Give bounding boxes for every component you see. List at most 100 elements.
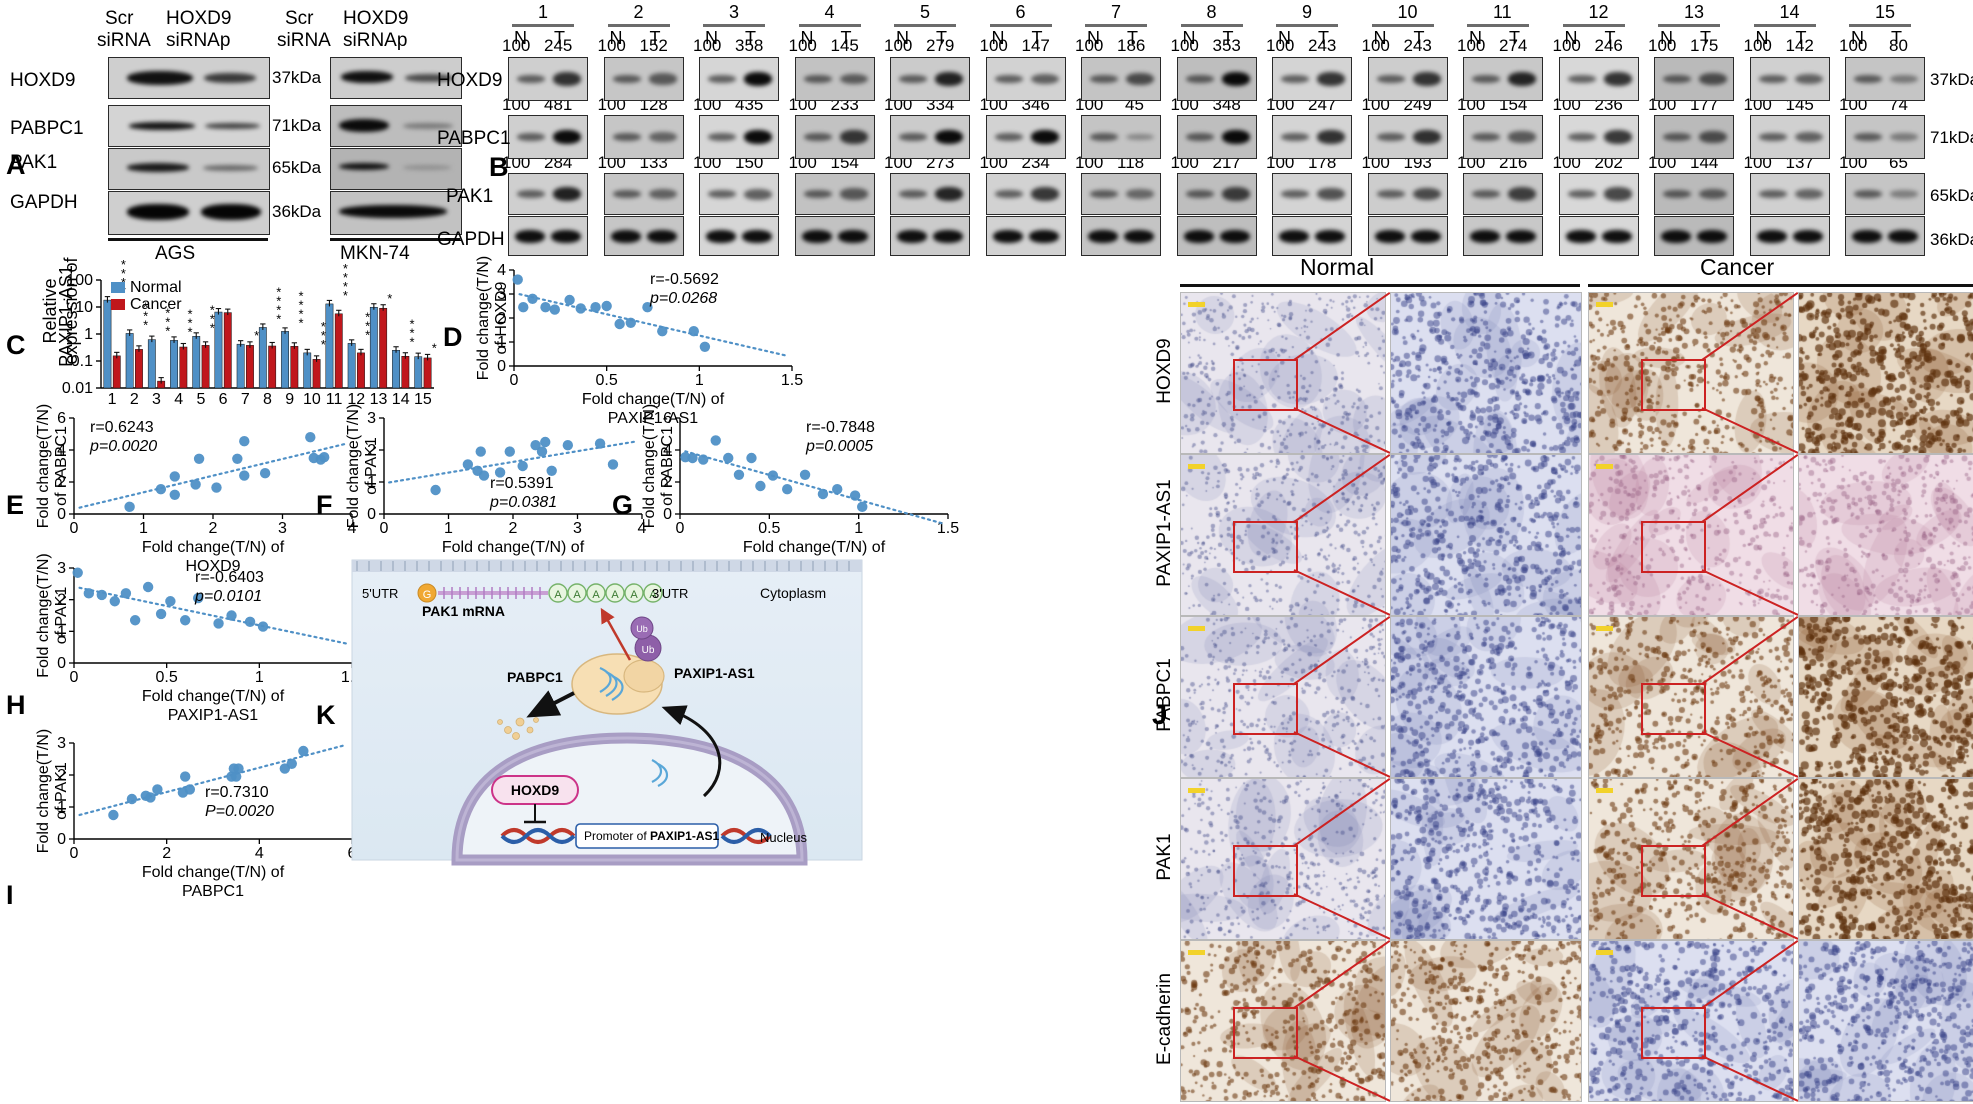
svg-text:A: A (611, 589, 619, 601)
panelK-5utr: 5'UTR (362, 586, 398, 601)
panel-label-F: F (316, 490, 333, 521)
panelC-bar (380, 308, 387, 388)
panelF-xtick: 2 (509, 520, 518, 537)
panelB-quant-hoxd9: 100 (1839, 36, 1867, 56)
panelF-point (537, 446, 547, 456)
panelE-ytick: 6 (57, 410, 66, 427)
panelK-mrna-label: PAK1 mRNA (422, 603, 505, 619)
panelC-significance: * (210, 302, 215, 317)
panelH-point (143, 582, 153, 592)
panelC-bar (215, 312, 222, 388)
panelC-significance: * (432, 341, 437, 356)
panelB-sample-underline (1276, 24, 1338, 27)
panelB-sample-underline (1467, 24, 1529, 27)
panelB-kda-71: 71kDa (1930, 128, 1973, 148)
panel-label-H: H (6, 690, 26, 721)
panelJ-scale-bar (1596, 788, 1613, 793)
panelB-blot-hoxd9 (1368, 57, 1448, 101)
panelB-sample-underline (894, 24, 956, 27)
panelB-quant-hoxd9: 100 (789, 36, 817, 56)
panelD-point (614, 319, 624, 329)
panelC-significance: * (298, 288, 303, 303)
panelC-significance: * (321, 319, 326, 334)
panel-label-I: I (6, 880, 14, 911)
panelB-protein-HOXD9: HOXD9 (437, 70, 502, 92)
panelH-point (156, 609, 166, 619)
panelE-point (239, 470, 249, 480)
panelB-quant-hoxd9: 80 (1889, 36, 1908, 56)
panelC-bar (357, 353, 364, 388)
panelB-blot-pak1 (795, 173, 875, 215)
panelD-point (700, 342, 710, 352)
panelE-ylabel-2: of PABPC1 (53, 426, 70, 506)
panelJ-roi-box (1641, 845, 1706, 897)
panelC-legend-item: Cancer (130, 296, 182, 313)
panelC-legend-item: Normal (130, 279, 182, 296)
panelC-bar (392, 350, 399, 388)
svg-text:Promoter of PAXIP1-AS1: Promoter of PAXIP1-AS1 (584, 829, 719, 843)
panelB-quant-hoxd9: 100 (598, 36, 626, 56)
panelC-significance: * (276, 284, 281, 299)
panelF-point (595, 438, 605, 448)
panelH-point (97, 590, 107, 600)
panelG-point (832, 484, 842, 494)
panelF-point (540, 437, 550, 447)
panelB-blot-pak1 (1463, 173, 1543, 215)
panelC-bar (135, 349, 142, 388)
panelJ-ihc-image (1390, 940, 1582, 1102)
panelB-blot-gapdh (1654, 216, 1734, 256)
panelE-point (260, 468, 270, 478)
panelB-quant-hoxd9: 245 (544, 36, 572, 56)
panelJ-ihc-image (1798, 454, 1973, 616)
panelB-blot-hoxd9 (890, 57, 970, 101)
panelA-blot-PAK1-AGS (108, 148, 270, 190)
panelG-p-value: p=0.0005 (805, 438, 873, 455)
panelH-p-value: p=0.0101 (194, 588, 262, 605)
panelB-blot-gapdh (1845, 216, 1925, 256)
panelA-blot-GAPDH-AGS (108, 191, 270, 235)
panelK-cytoplasm-label: Cytoplasm (760, 585, 826, 601)
panelB-blot-pak1 (1654, 173, 1734, 215)
panelC-bar (259, 327, 266, 388)
panelB-protein-PABPC1: PABPC1 (437, 128, 511, 150)
panelB-blot-gapdh (1081, 216, 1161, 256)
panelF-ylabel-1: Fold change(T/N) (345, 404, 362, 529)
panelC-bar (335, 314, 342, 388)
panelG-r-value: r=-0.7848 (806, 419, 875, 436)
panelB-blot-pabpc1 (1559, 115, 1639, 159)
panelB-blot-gapdh (1368, 216, 1448, 256)
panelC-ytick: 0.01 (62, 380, 93, 397)
panelK-promoter-gene: PAXIP1-AS1 (650, 829, 719, 843)
panelE-point (170, 471, 180, 481)
panelA-kda-71: 71kDa (272, 116, 321, 136)
panelJ-roi-box (1233, 1007, 1298, 1059)
panelC-bar (104, 300, 111, 388)
panelB-blot-gapdh (1463, 216, 1543, 256)
panelC-xtick: 13 (370, 391, 388, 408)
panelC-bar (415, 357, 422, 388)
panelB-blot-pabpc1 (1177, 115, 1257, 159)
panelB-blot-pabpc1 (1750, 115, 1830, 159)
panelB-protein-PAK1: PAK1 (446, 186, 493, 208)
panelC-bar (202, 345, 209, 388)
panelC-significance: * (343, 261, 348, 276)
panelC-bar (424, 358, 431, 388)
panelB-sample-underline (608, 24, 670, 27)
panelC-xtick: 2 (130, 391, 139, 408)
panelC-significance: * (365, 309, 370, 324)
panelB-blot-pabpc1 (699, 115, 779, 159)
panelE-point (190, 479, 200, 489)
panelH-point (258, 621, 268, 631)
panelA-b2-lane2-bottom: siRNAp (343, 30, 407, 52)
panelD-xtick: 0.5 (596, 372, 618, 389)
panelJ-row-label: PABPC1 (1154, 635, 1176, 755)
panelH-point (213, 618, 223, 628)
panelB-blot-pak1 (1272, 173, 1352, 215)
panelB-sample-id: 5 (920, 2, 930, 23)
panelB-blot-hoxd9 (1272, 57, 1352, 101)
panelC-significance: * (121, 257, 126, 272)
panelA-protein-GAPDH: GAPDH (10, 192, 78, 214)
panelJ-scale-bar (1188, 626, 1205, 631)
panelJ-col-normal: Normal (1300, 254, 1374, 281)
panelF-r-value: r=0.5391 (490, 475, 554, 492)
